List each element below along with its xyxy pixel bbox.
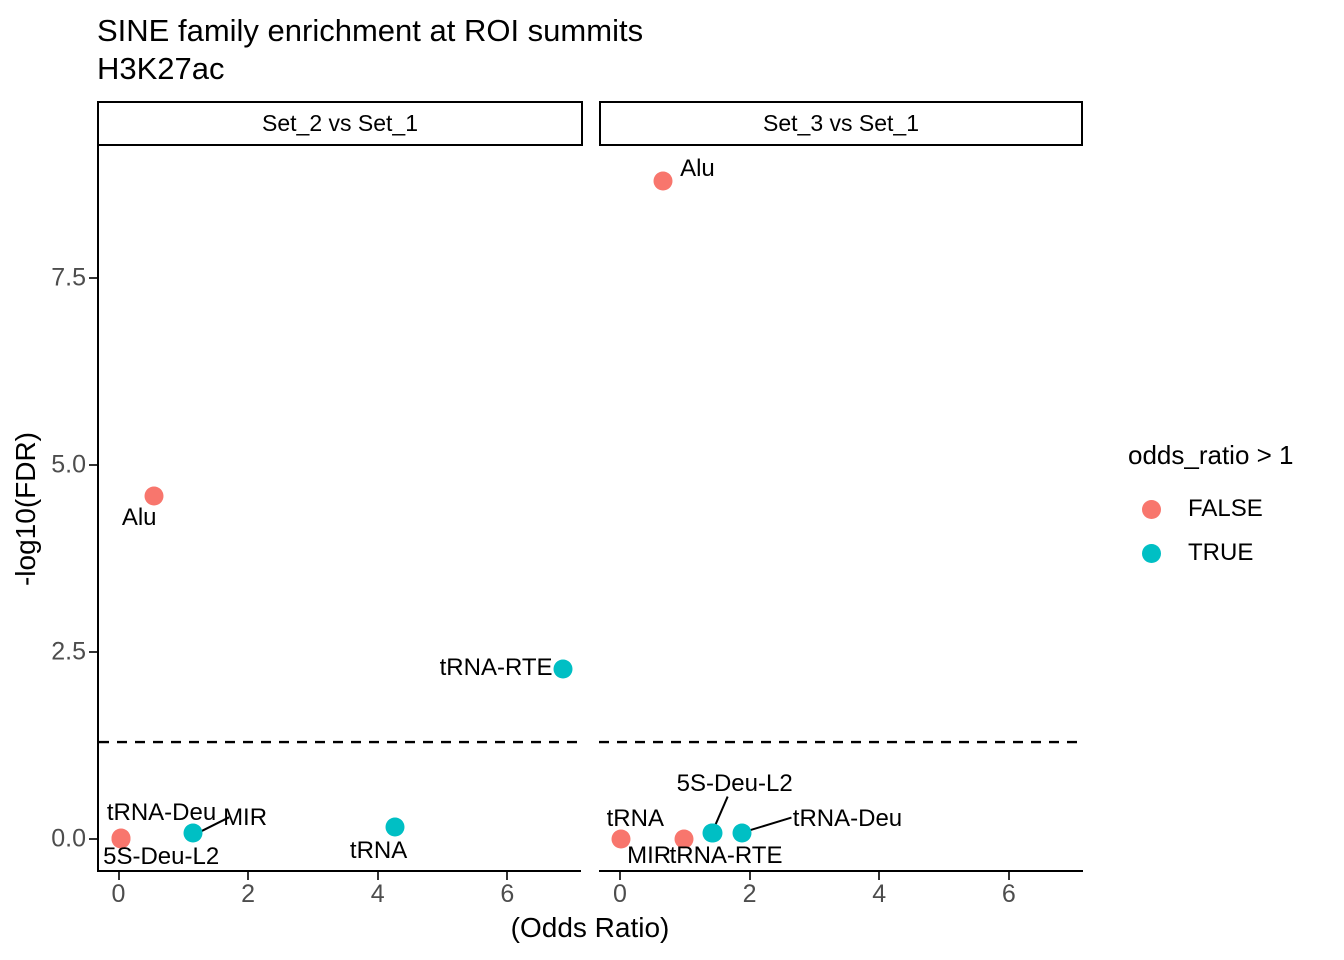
point-label-trna: tRNA bbox=[606, 805, 664, 833]
false-color-swatch-icon bbox=[1142, 499, 1161, 519]
x-axis-tick-label: 0 bbox=[613, 880, 627, 908]
x-axis-tick-label: 2 bbox=[241, 880, 256, 908]
legend-item-false: FALSE bbox=[1142, 487, 1294, 531]
label-leader-line-trna-deu bbox=[745, 816, 792, 833]
point-label-5s-deu-l2: 5S-Deu-L2 bbox=[676, 769, 793, 797]
facet-panel-set2-vs-set1: Alu tRNA-RTE tRNA MIR tRNA-Deu 5S-Deu-L2 bbox=[97, 146, 583, 872]
facet-strip-set2-vs-set1: Set_2 vs Set_1 bbox=[97, 101, 583, 146]
point-label-mir: MIR bbox=[223, 804, 268, 832]
point-label-trna-rte: tRNA-RTE bbox=[669, 842, 783, 870]
y-axis-tick-mark bbox=[89, 651, 97, 654]
facet-strip-label: Set_2 vs Set_1 bbox=[262, 110, 418, 136]
legend-item-true: TRUE bbox=[1142, 531, 1294, 575]
point-label-alu: Alu bbox=[680, 155, 715, 183]
y-axis-tick-mark bbox=[89, 277, 97, 280]
y-axis-tick-label: 7.5 bbox=[51, 263, 86, 292]
y-axis-tick-mark bbox=[89, 838, 97, 841]
data-point-alu bbox=[144, 486, 164, 506]
x-axis-tick-mark bbox=[878, 872, 881, 880]
y-axis-tick-label: 2.5 bbox=[51, 637, 86, 666]
x-axis-tick-mark bbox=[247, 872, 250, 880]
data-point-trna-rte bbox=[553, 659, 573, 679]
y-axis-tick-label: 0.0 bbox=[51, 824, 86, 853]
x-axis-tick-mark bbox=[117, 872, 120, 880]
data-point-mir bbox=[674, 829, 694, 849]
legend-label: FALSE bbox=[1188, 495, 1263, 522]
x-axis-tick-mark bbox=[506, 872, 509, 880]
facet-strip-set3-vs-set1: Set_3 vs Set_1 bbox=[599, 101, 1083, 146]
legend: odds_ratio > 1 FALSE TRUE bbox=[1128, 440, 1294, 575]
x-axis-title: (Odds Ratio) bbox=[510, 912, 670, 943]
point-label-mir: MIR bbox=[627, 842, 672, 870]
point-label-5s-deu-l2: 5S-Deu-L2 bbox=[103, 843, 220, 871]
x-axis-tick-label: 6 bbox=[500, 880, 515, 908]
data-point-5s-deu-l2 bbox=[703, 823, 723, 843]
data-point-trna bbox=[385, 817, 405, 837]
x-axis-tick-label: 4 bbox=[872, 880, 887, 908]
facet-strip-label: Set_3 vs Set_1 bbox=[763, 110, 919, 136]
data-point-trna-deu bbox=[732, 823, 752, 843]
legend-title: odds_ratio > 1 bbox=[1128, 440, 1294, 470]
point-label-alu: Alu bbox=[121, 503, 157, 531]
point-label-trna: tRNA bbox=[349, 837, 408, 865]
x-axis-tick-label: 6 bbox=[1001, 880, 1016, 908]
data-point-trna bbox=[611, 829, 631, 849]
point-label-trna-rte: tRNA-RTE bbox=[439, 653, 553, 681]
x-axis-tick-mark bbox=[619, 872, 621, 880]
legend-label: TRUE bbox=[1188, 539, 1254, 566]
point-label-trna-deu: tRNA-Deu bbox=[792, 804, 903, 832]
plot-subtitle: H3K27ac bbox=[97, 51, 225, 86]
y-axis-tick-label: 5.0 bbox=[51, 450, 86, 479]
x-axis-tick-label: 4 bbox=[370, 880, 385, 908]
data-point-5s-deu-l2 bbox=[111, 829, 131, 849]
x-axis-tick-mark bbox=[1007, 872, 1010, 880]
y-axis-title: -log10(FDR) bbox=[10, 431, 41, 587]
label-leader-line-5s-deu-l2 bbox=[713, 796, 729, 827]
x-axis-tick-mark bbox=[748, 872, 751, 880]
y-axis-tick-mark bbox=[89, 464, 97, 467]
facet-panel-set3-vs-set1: Alu tRNA MIR tRNA-RTE 5S-Deu-L2 tRNA-Deu bbox=[599, 146, 1083, 872]
plot-title: SINE family enrichment at ROI summits H3K… bbox=[97, 12, 643, 88]
true-color-swatch-icon bbox=[1142, 543, 1161, 563]
x-axis-tick-label: 0 bbox=[111, 880, 126, 908]
point-label-trna-deu: tRNA-Deu bbox=[106, 798, 217, 826]
data-point-alu bbox=[653, 171, 673, 191]
x-axis-tick-mark bbox=[376, 872, 379, 880]
data-point-mir bbox=[183, 823, 203, 843]
annotation-layer bbox=[599, 740, 1083, 833]
annotation-layer bbox=[99, 740, 583, 833]
x-axis-tick-label: 2 bbox=[742, 880, 757, 908]
plot-title-line1: SINE family enrichment at ROI summits bbox=[97, 13, 644, 48]
